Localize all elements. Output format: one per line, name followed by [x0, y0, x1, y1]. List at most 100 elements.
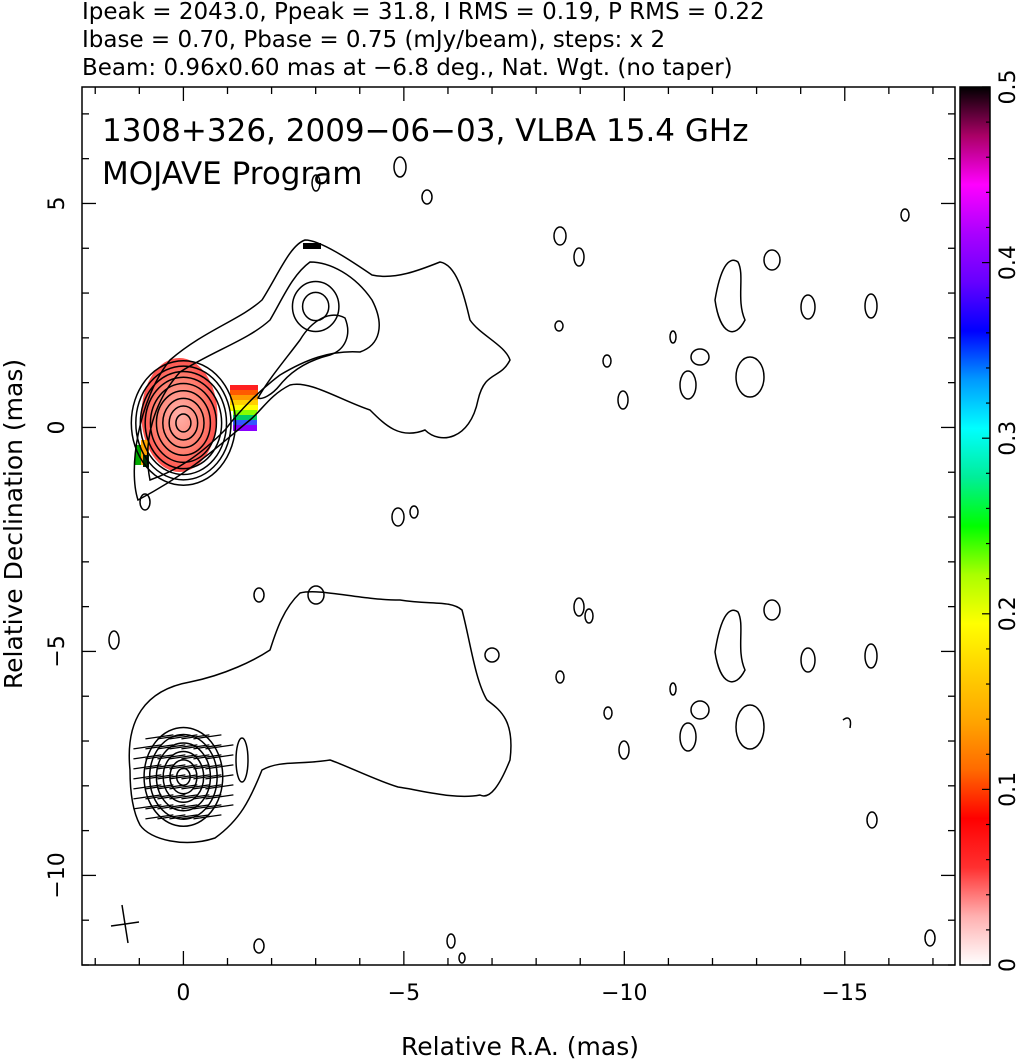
x-axis-label: Relative R.A. (mas): [401, 1032, 639, 1061]
evpa-vector: [193, 754, 222, 760]
evpa-vector: [157, 734, 186, 740]
evpa-vector: [157, 794, 186, 800]
contour-ring: [139, 370, 228, 476]
noise-contour: [866, 811, 878, 829]
evpa-vectors: [133, 734, 234, 820]
noise-contour: [735, 356, 765, 398]
colorbar-tick-label: 0.4: [996, 245, 1021, 280]
x-tick-label: 0: [176, 981, 190, 1006]
evpa-vector: [145, 764, 174, 770]
noise-contour: [573, 247, 585, 267]
evpa-vector: [181, 814, 210, 820]
noise-contour: [484, 647, 500, 663]
evpa-vector: [133, 774, 162, 780]
noise-contour: [307, 585, 325, 605]
noise-contour: [553, 226, 567, 246]
evpa-vector: [169, 734, 198, 740]
evpa-vector: [133, 794, 162, 800]
knot-polarization-band: [233, 420, 257, 426]
evpa-vector: [193, 794, 222, 800]
evpa-vector: [169, 804, 198, 810]
evpa-vector: [145, 784, 174, 790]
x-tick-label: −15: [822, 981, 868, 1006]
evpa-vector: [205, 774, 234, 780]
evpa-vector: [145, 814, 174, 820]
y-tick-label: −5: [45, 635, 70, 667]
contour-ring: [130, 359, 237, 486]
evpa-vector: [169, 754, 198, 760]
noise-contour: [763, 599, 781, 621]
evpa-vector: [205, 804, 234, 810]
colorbar-tick-label: 0.2: [996, 596, 1021, 631]
evpa-vector: [145, 734, 174, 740]
noise-contour: [253, 587, 265, 603]
colorbar-tick-label: 0.1: [996, 772, 1021, 807]
contour-ring: [144, 376, 223, 470]
contour-ring: [149, 382, 218, 464]
noise-contour: [617, 390, 629, 410]
evpa-vector: [193, 804, 222, 810]
evpa-vector: [181, 804, 210, 810]
evpa-vector: [193, 734, 222, 740]
x-tick-label: −10: [601, 981, 647, 1006]
intensity-contours: [108, 156, 936, 964]
evpa-vector: [193, 774, 222, 780]
evpa-vector: [169, 764, 198, 770]
noise-contour: [555, 670, 565, 684]
evpa-vector: [181, 774, 210, 780]
evpa-vector: [157, 744, 186, 750]
evpa-vector: [181, 734, 210, 740]
header-line-2: Ibase = 0.70, Pbase = 0.75 (mJy/beam), s…: [82, 27, 665, 53]
noise-contour: [900, 208, 910, 222]
colorbar-gradient: [959, 86, 991, 966]
evpa-vector: [181, 764, 210, 770]
noise-contour: [584, 608, 594, 624]
noise-contour: [139, 493, 151, 511]
knot-edge-patch: [303, 243, 321, 249]
evpa-vector: [145, 744, 174, 750]
noise-contour: [714, 259, 746, 333]
noise-contour: [669, 330, 677, 344]
evpa-vector: [193, 744, 222, 750]
beam-marker: [110, 904, 140, 944]
noise-contour: [458, 952, 466, 964]
evpa-vector: [133, 744, 162, 750]
noise-contour: [603, 706, 613, 720]
noise-contour: [800, 294, 816, 320]
colorbar: 0 0.1 0.2 0.3 0.4 0.5: [959, 70, 1021, 972]
upper-jet-mid-contour: [256, 314, 349, 400]
evpa-vector: [157, 784, 186, 790]
noise-contour: [573, 597, 585, 617]
noise-contour: [864, 293, 878, 319]
core-edge-patch: [141, 440, 149, 465]
noise-contour: [763, 249, 781, 271]
noise-contour: [618, 740, 630, 760]
noise-contour: [800, 647, 816, 673]
noise-contour: [679, 370, 697, 400]
noise-contour: [679, 722, 697, 752]
knot-polarization-band: [230, 385, 258, 391]
noise-contour: [108, 630, 120, 650]
noise-contour: [409, 505, 419, 519]
evpa-vector: [157, 814, 186, 820]
program-label: MOJAVE Program: [102, 156, 362, 192]
evpa-vector: [205, 744, 234, 750]
evpa-vector: [145, 794, 174, 800]
knot-polarization-band: [233, 425, 257, 431]
evpa-vector: [157, 764, 186, 770]
evpa-vector: [181, 784, 210, 790]
evpa-vector: [193, 814, 222, 820]
evpa-vector: [205, 754, 234, 760]
y-tick-label: 5: [45, 196, 70, 210]
evpa-vector: [145, 754, 174, 760]
contour-ring: [155, 389, 212, 456]
evpa-vector: [205, 794, 234, 800]
evpa-vector: [181, 794, 210, 800]
noise-contour: [311, 174, 321, 192]
evpa-vector: [133, 784, 162, 790]
plot-border: [81, 86, 956, 966]
evpa-vector: [181, 744, 210, 750]
noise-contour: [554, 320, 564, 332]
noise-contour: [669, 682, 677, 696]
